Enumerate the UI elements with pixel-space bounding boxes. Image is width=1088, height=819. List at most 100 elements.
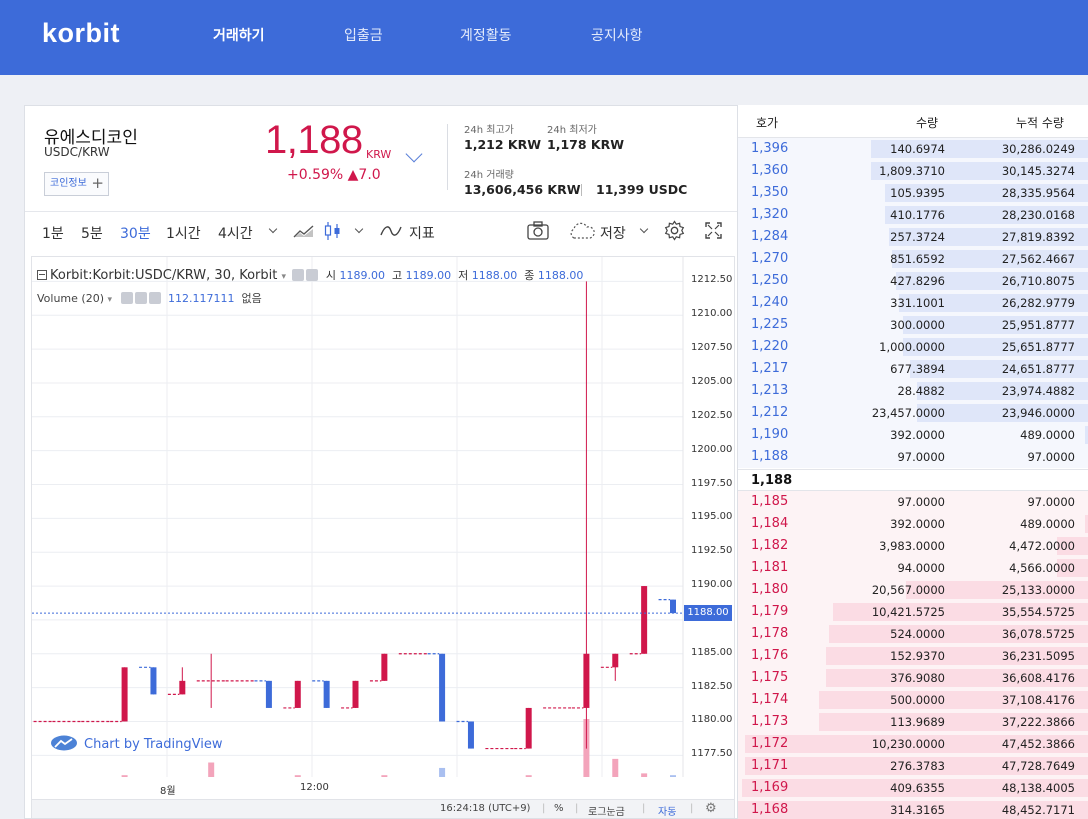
depth-bar <box>818 713 1088 731</box>
candle[interactable] <box>369 653 388 682</box>
gear-icon[interactable]: ⚙ <box>705 801 717 816</box>
settings-icon[interactable] <box>306 269 319 281</box>
bid-row[interactable]: 1,175 376.9080 36,608.4176 <box>738 667 1088 689</box>
ask-row[interactable]: 1,284 257.3724 27,819.8392 <box>738 226 1088 248</box>
depth-bar <box>829 625 1088 643</box>
nav-account-activity[interactable]: 계정활동 <box>460 28 512 44</box>
candle[interactable] <box>514 707 532 750</box>
gear-icon[interactable] <box>664 220 685 241</box>
candle[interactable] <box>629 586 648 655</box>
chevron-down-icon[interactable] <box>354 224 364 234</box>
order-cum-qty: 23,974.4882 <box>1001 384 1075 398</box>
volume-bar <box>670 775 676 777</box>
cloud-icon[interactable] <box>568 222 596 240</box>
ask-row[interactable]: 1,188 97.0000 97.0000 <box>738 446 1088 468</box>
candle[interactable] <box>427 653 446 722</box>
chevron-down-icon[interactable] <box>268 224 278 234</box>
bid-row[interactable]: 1,171 276.3783 47,728.7649 <box>738 755 1088 777</box>
candle[interactable] <box>456 720 474 749</box>
caret-down-icon[interactable]: ▾ <box>281 272 287 282</box>
candlestick-icon[interactable] <box>324 221 342 241</box>
ask-row[interactable]: 1,225 300.0000 25,951.8777 <box>738 314 1088 336</box>
bid-row[interactable]: 1,180 20,567.0000 25,133.0000 <box>738 579 1088 601</box>
chevron-down-icon[interactable] <box>639 224 649 234</box>
bid-row[interactable]: 1,179 10,421.5725 35,554.5725 <box>738 601 1088 623</box>
save-button[interactable]: 저장 <box>600 226 626 242</box>
order-price: 1,179 <box>751 604 789 619</box>
visibility-icon[interactable] <box>292 269 305 281</box>
bid-row[interactable]: 1,173 113.9689 37,222.3866 <box>738 711 1088 733</box>
volume-bar <box>641 773 648 777</box>
candle[interactable] <box>139 666 157 695</box>
order-cum-qty: 26,282.9779 <box>1001 296 1075 310</box>
indicators-button[interactable]: 지표 <box>409 226 435 242</box>
bid-row[interactable]: 1,181 94.0000 4,566.0000 <box>738 557 1088 579</box>
ask-row[interactable]: 1,250 427.8296 26,710.8075 <box>738 270 1088 292</box>
bid-row[interactable]: 1,172 10,230.0000 47,452.3866 <box>738 733 1088 755</box>
interval-5m[interactable]: 5분 <box>81 226 103 242</box>
bid-row[interactable]: 1,168 314.3165 48,452.7171 <box>738 799 1088 819</box>
area-chart-icon[interactable] <box>293 223 315 239</box>
order-qty: 28.4882 <box>897 384 945 398</box>
bid-row[interactable]: 1,178 524.0000 36,078.5725 <box>738 623 1088 645</box>
ask-row[interactable]: 1,270 851.6592 27,562.4667 <box>738 248 1088 270</box>
candle[interactable] <box>254 680 272 708</box>
candle[interactable] <box>658 599 676 614</box>
candle[interactable] <box>167 667 186 695</box>
ask-row[interactable]: 1,213 28.4882 23,974.4882 <box>738 380 1088 402</box>
divider: | <box>642 803 646 814</box>
candle[interactable] <box>571 281 590 749</box>
order-price: 1,350 <box>751 185 789 200</box>
percent-toggle[interactable]: % <box>554 803 564 814</box>
indicator-icon[interactable] <box>380 224 402 238</box>
bid-row[interactable]: 1,184 392.0000 489.0000 <box>738 513 1088 535</box>
ask-row[interactable]: 1,320 410.1776 28,230.0168 <box>738 204 1088 226</box>
candlestick-chart[interactable] <box>32 257 734 799</box>
collapse-icon[interactable] <box>37 270 47 280</box>
ask-row[interactable]: 1,240 331.1001 26,282.9779 <box>738 292 1088 314</box>
divider <box>25 211 737 212</box>
candle[interactable] <box>312 680 330 708</box>
candle[interactable] <box>110 667 128 723</box>
interval-1h[interactable]: 1시간 <box>166 226 201 242</box>
interval-30m[interactable]: 30분 <box>120 226 151 242</box>
y-tick: 1190.00 <box>691 579 733 591</box>
ask-row[interactable]: 1,217 677.3894 24,651.8777 <box>738 358 1088 380</box>
ask-row[interactable]: 1,220 1,000.0000 25,651.8777 <box>738 336 1088 358</box>
ask-row[interactable]: 1,396 140.6974 30,286.0249 <box>738 138 1088 160</box>
caret-down-icon[interactable]: ▾ <box>107 295 113 305</box>
fullscreen-icon[interactable] <box>705 222 722 239</box>
order-qty: 152.9370 <box>890 649 945 663</box>
price-chart[interactable]: Korbit:Korbit:USDC/KRW, 30, Korbit ▾ 시 1… <box>31 256 735 818</box>
interval-4h[interactable]: 4시간 <box>218 226 253 242</box>
nav-deposit-withdraw[interactable]: 입출금 <box>344 28 383 44</box>
bid-row[interactable]: 1,169 409.6355 48,138.4005 <box>738 777 1088 799</box>
candle[interactable] <box>196 653 226 708</box>
bid-row[interactable]: 1,174 500.0000 37,108.4176 <box>738 689 1088 711</box>
tradingview-brand[interactable]: Chart by TradingView <box>50 735 222 752</box>
candle[interactable] <box>600 653 619 681</box>
bid-row[interactable]: 1,182 3,983.0000 4,472.0000 <box>738 535 1088 557</box>
chevron-down-icon[interactable] <box>405 145 423 163</box>
interval-1m[interactable]: 1분 <box>42 226 64 242</box>
candle[interactable] <box>283 680 301 709</box>
camera-icon[interactable] <box>527 221 549 240</box>
visibility-icon[interactable] <box>121 292 134 304</box>
log-scale-toggle[interactable]: 로그눈금 <box>588 807 625 818</box>
bid-row[interactable]: 1,185 97.0000 97.0000 <box>738 491 1088 513</box>
candle[interactable] <box>341 680 359 709</box>
korbit-logo[interactable]: korbit <box>42 18 121 48</box>
ask-row[interactable]: 1,350 105.9395 28,335.9564 <box>738 182 1088 204</box>
auto-scale-toggle[interactable]: 자동 <box>658 807 677 818</box>
ask-row[interactable]: 1,190 392.0000 489.0000 <box>738 424 1088 446</box>
nav-notices[interactable]: 공지사항 <box>591 28 643 44</box>
bid-row[interactable]: 1,176 152.9370 36,231.5095 <box>738 645 1088 667</box>
coin-info-button[interactable]: 코인정보 + <box>44 172 109 196</box>
ask-row[interactable]: 1,212 23,457.0000 23,946.0000 <box>738 402 1088 424</box>
close-icon[interactable] <box>149 292 162 304</box>
order-price: 1,178 <box>751 626 789 641</box>
y-tick: 1212.50 <box>691 274 733 286</box>
nav-trade[interactable]: 거래하기 <box>213 28 265 44</box>
settings-icon[interactable] <box>135 292 148 304</box>
ask-row[interactable]: 1,360 1,809.3710 30,145.3274 <box>738 160 1088 182</box>
